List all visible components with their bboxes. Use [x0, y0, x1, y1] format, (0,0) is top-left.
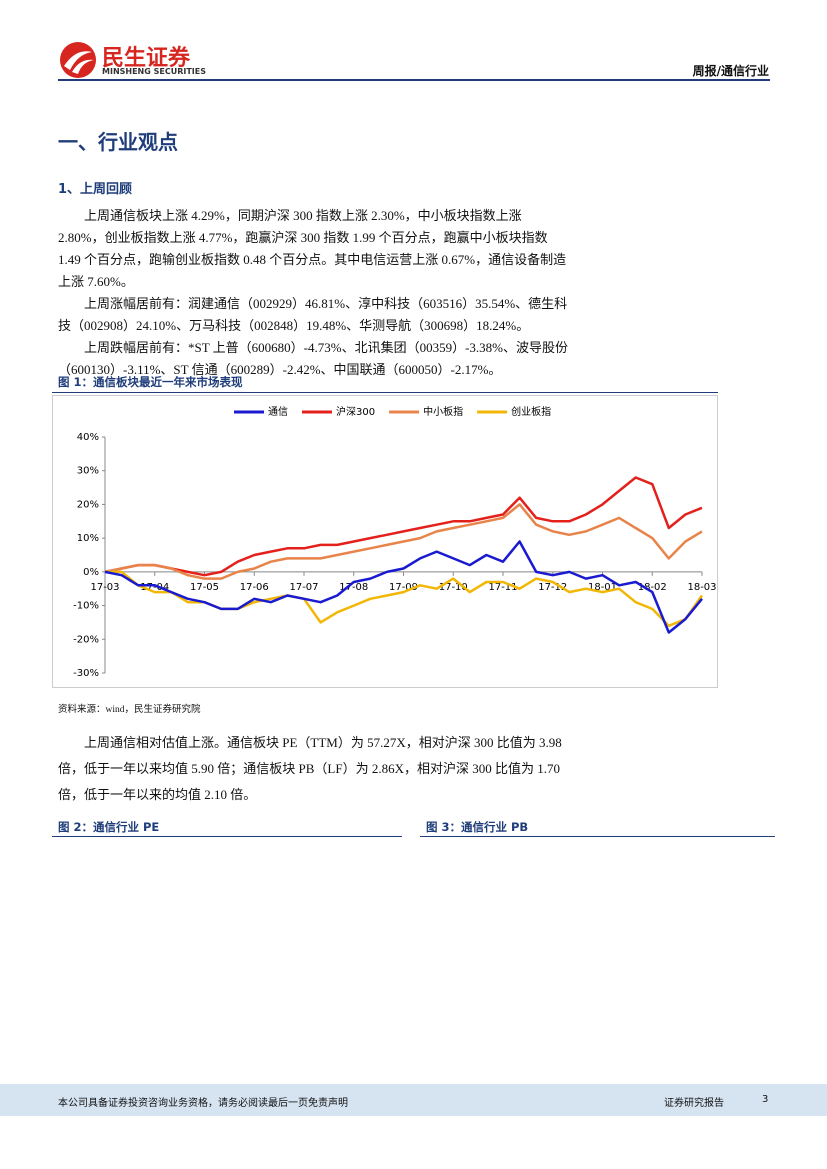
- y-tick-label: 0%: [83, 567, 99, 578]
- x-tick-label: 17-12: [538, 582, 567, 593]
- figure-title: 图 3：通信行业 PB: [426, 820, 529, 834]
- page-number: 3: [762, 1094, 769, 1105]
- legend-label: 中小板指: [423, 405, 463, 418]
- x-tick-label: 17-11: [488, 582, 517, 593]
- figure-title: 图 2：通信行业 PE: [58, 820, 160, 834]
- legend-label: 创业板指: [511, 405, 551, 418]
- x-tick-label: 17-09: [389, 582, 418, 593]
- paragraph: 上周跌幅居前有：*ST 上普（600680）-4.73%、北讯集团（00359）…: [58, 340, 569, 377]
- y-tick-label: -20%: [73, 634, 99, 645]
- text-block: 上周通信板块上涨 4.29%，同期沪深 300 指数上涨 2.30%，中小板块指…: [58, 205, 570, 381]
- figure-rule: [52, 836, 402, 837]
- y-tick-label: 40%: [77, 432, 99, 443]
- x-tick-label: 18-02: [638, 582, 667, 593]
- figure-rule: [52, 392, 718, 393]
- x-tick-label: 17-10: [439, 582, 468, 593]
- heading: 一、行业观点: [58, 130, 178, 154]
- paragraph: 上周涨幅居前有：润建通信（002929）46.81%、淳中科技（603516）3…: [58, 296, 568, 333]
- y-tick-label: -30%: [73, 668, 99, 679]
- footer-label: 证券研究报告: [664, 1098, 724, 1109]
- x-tick-label: 17-08: [339, 582, 368, 593]
- x-tick-label: 18-03: [687, 582, 716, 593]
- y-tick-label: 30%: [77, 466, 99, 477]
- series-line: [104, 540, 703, 634]
- x-tick-label: 17-04: [140, 582, 169, 593]
- legend-label: 通信: [268, 406, 288, 418]
- figure-source: 资料来源：wind，民生证券研究院: [58, 705, 201, 715]
- logo: [60, 42, 96, 78]
- series-line: [104, 476, 703, 577]
- footer-disclaimer: 本公司具备证券投资咨询业务资格，请务必阅读最后一页免责声明: [58, 1098, 348, 1109]
- x-tick-label: 18-01: [588, 582, 617, 593]
- chart-frame: [52, 395, 718, 688]
- series-line: [104, 503, 703, 580]
- x-tick-label: 17-05: [190, 582, 219, 593]
- x-tick-label: 17-03: [90, 582, 119, 593]
- text-block: 上周通信相对估值上涨。通信板块 PE（TTM）为 57.27X，相对沪深 300…: [58, 730, 578, 808]
- y-tick-label: -10%: [73, 601, 99, 612]
- legend-label: 沪深300: [336, 405, 375, 418]
- figure-rule: [420, 836, 775, 837]
- subheading: 1、上周回顾: [58, 182, 133, 197]
- footer-band: [0, 1084, 827, 1116]
- figure-title: 图 1：通信板块最近一年来市场表现: [58, 375, 243, 389]
- section-label: 周报/通信行业: [692, 64, 769, 78]
- paragraph: 上周通信板块上涨 4.29%，同期沪深 300 指数上涨 2.30%，中小板块指…: [58, 208, 567, 289]
- brand-en: MINSHENG SECURITIES: [102, 67, 206, 76]
- chart: -30% -20% -10% 0% 10% 20% 30% 40% 17-03 17-04 17-0…: [52, 395, 718, 688]
- paragraph: 上周通信相对估值上涨。通信板块 PE（TTM）为 57.27X，相对沪深 300…: [58, 735, 562, 802]
- y-tick-label: 10%: [77, 533, 99, 544]
- brand: 民生证券: [102, 46, 191, 71]
- x-tick-label: 17-07: [289, 582, 318, 593]
- x-tick-label: 17-06: [240, 582, 269, 593]
- header-rule: [58, 79, 770, 81]
- y-tick-label: 20%: [77, 499, 99, 510]
